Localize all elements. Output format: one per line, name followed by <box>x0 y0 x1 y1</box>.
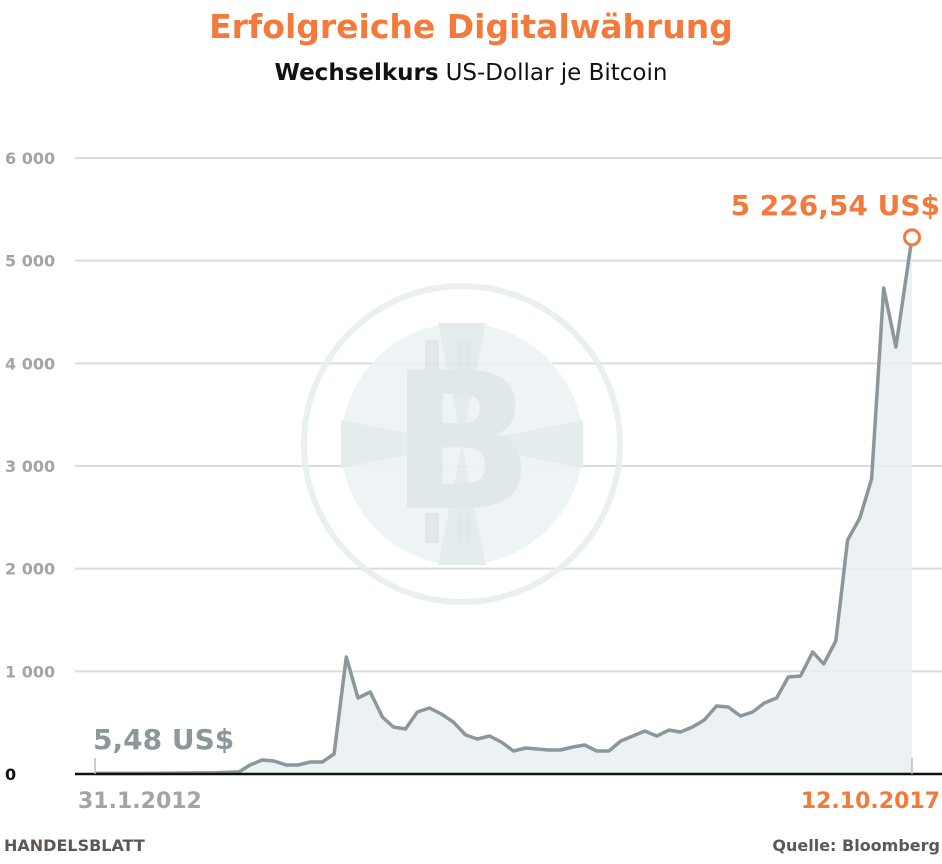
brand-handelsblatt: HANDELSBLATT <box>4 836 145 855</box>
chart-subtitle: Wechselkurs US-Dollar je Bitcoin <box>275 60 668 86</box>
y-tick-label: 0 <box>5 765 16 784</box>
y-tick-label: 2 000 <box>5 560 55 579</box>
chart-title: Erfolgreiche Digitalwährung <box>209 7 733 46</box>
y-tick-label: 3 000 <box>5 457 55 476</box>
source-label: Quelle: Bloomberg <box>772 836 940 855</box>
subtitle-bold: Wechselkurs <box>275 60 439 86</box>
y-tick-label: 1 000 <box>5 662 55 681</box>
subtitle-rest: US-Dollar je Bitcoin <box>446 60 668 86</box>
y-tick-label: 4 000 <box>5 354 55 373</box>
x-tick-label-end: 12.10.2017 <box>801 789 940 814</box>
x-tick-label-start: 31.1.2012 <box>78 789 202 814</box>
y-axis-ticks: 0 1 000 2 000 3 000 4 000 5 000 6 000 <box>5 149 55 784</box>
start-value-label: 5,48 US$ <box>93 723 234 756</box>
y-tick-label: 5 000 <box>5 252 55 271</box>
end-value-label: 5 226,54 US$ <box>731 189 940 222</box>
end-value-marker <box>905 230 920 245</box>
bitcoin-logo-icon: B <box>304 286 620 602</box>
y-tick-label: 6 000 <box>5 149 55 168</box>
